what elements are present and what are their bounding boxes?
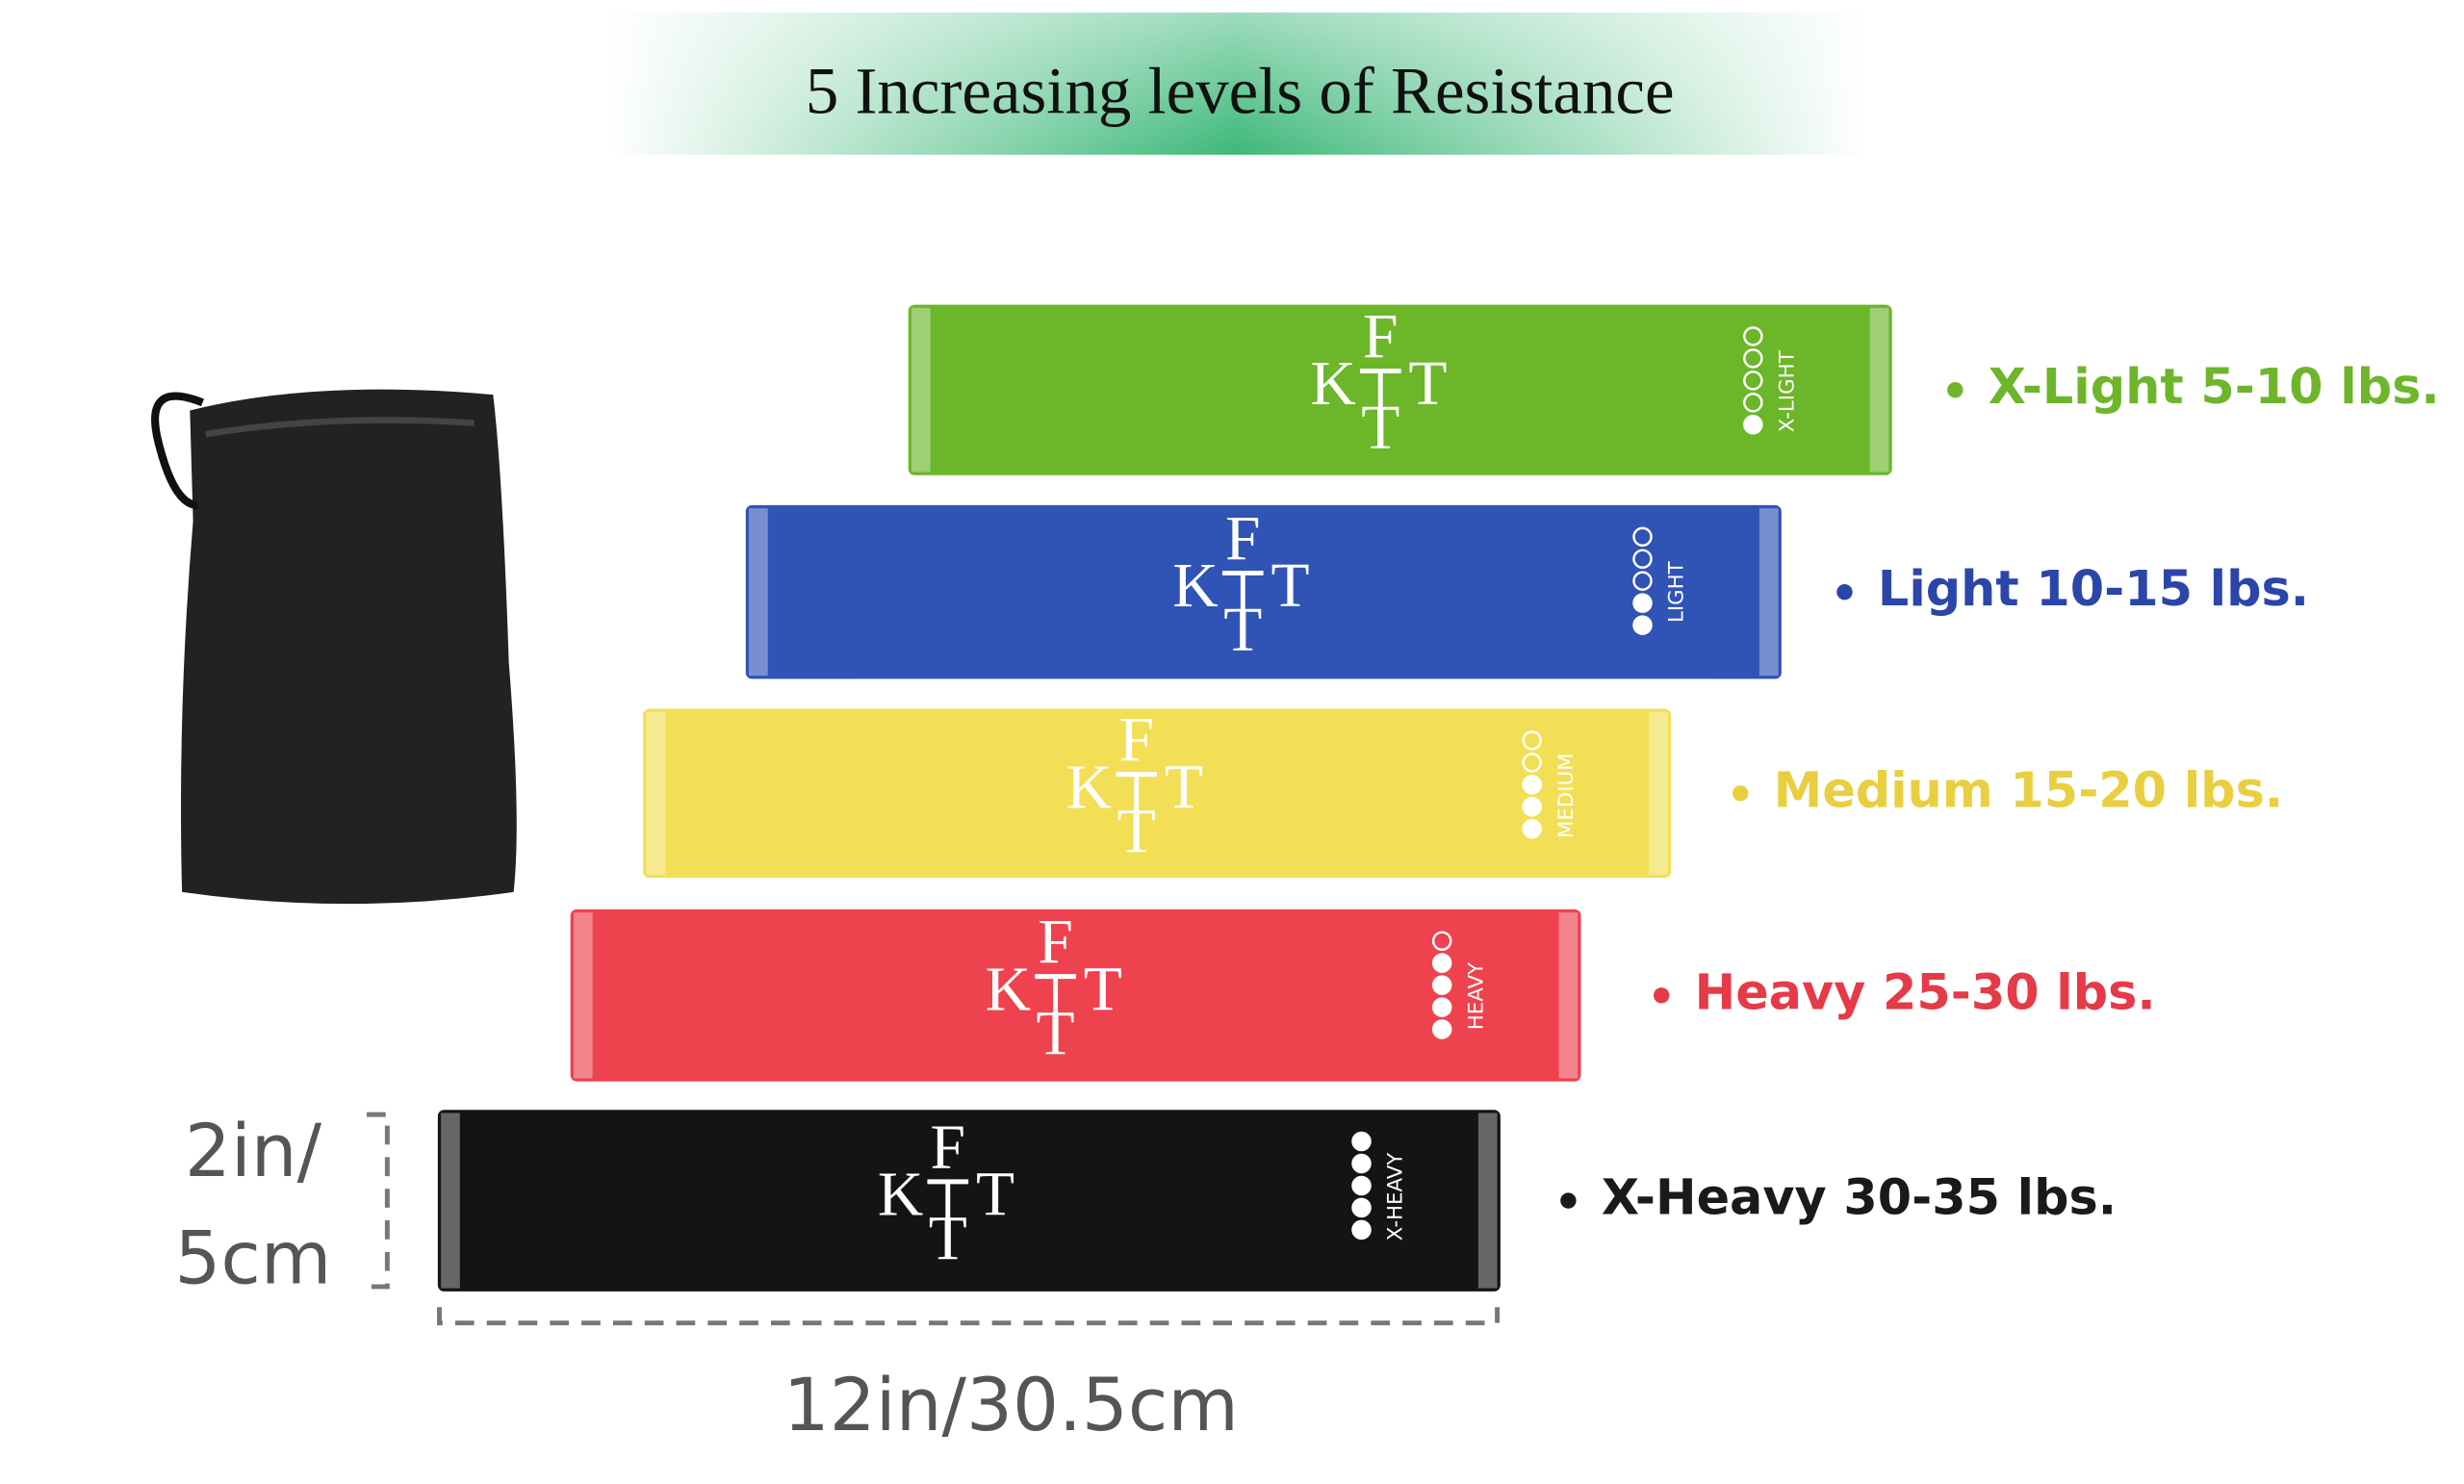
band-text: X-LIGHT bbox=[1775, 349, 1799, 432]
label-bullet bbox=[1732, 785, 1749, 802]
level-dot-filled bbox=[1351, 1131, 1372, 1152]
height-label: 2in/ bbox=[185, 1109, 322, 1193]
band-body bbox=[437, 1110, 1501, 1292]
level-dot-filled bbox=[1522, 797, 1542, 817]
logo-letter: K bbox=[1066, 753, 1112, 822]
level-dot-filled bbox=[1743, 415, 1763, 435]
level-dot-filled bbox=[1522, 818, 1542, 839]
band-text: MEDIUM bbox=[1554, 754, 1578, 839]
level-dot-filled bbox=[1351, 1197, 1372, 1218]
level-dot-filled bbox=[1351, 1153, 1372, 1174]
logo-letter: K bbox=[986, 955, 1031, 1024]
logo-letter: T bbox=[976, 1161, 1014, 1230]
band-label: Light 10-15 lbs. bbox=[1878, 560, 2309, 617]
band: FK TT MEDIUM Medium 15-20 lbs. bbox=[643, 705, 2283, 879]
band-edge bbox=[1477, 1113, 1498, 1289]
logo-letter: T bbox=[1084, 955, 1122, 1024]
level-dot-filled bbox=[1632, 593, 1653, 613]
band-text: X-HEAVY bbox=[1384, 1152, 1408, 1241]
level-dot-empty bbox=[1632, 571, 1653, 591]
level-dot-empty bbox=[1522, 753, 1542, 773]
height-label: 5cm bbox=[174, 1216, 331, 1301]
level-dot-empty bbox=[1743, 326, 1763, 346]
logo-letter: T bbox=[1165, 753, 1203, 822]
title: 5 Increasing levels of Resistance bbox=[806, 55, 1675, 128]
pouch bbox=[151, 389, 517, 905]
width-label: 12in/30.5cm bbox=[783, 1363, 1239, 1447]
logo-letter: F bbox=[1363, 302, 1399, 371]
dimension-lines bbox=[367, 1112, 1501, 1326]
level-dot-filled bbox=[1431, 997, 1452, 1017]
band-edge bbox=[646, 711, 666, 875]
band-body bbox=[643, 708, 1672, 879]
band-body bbox=[908, 304, 1892, 475]
level-dot-empty bbox=[1431, 931, 1452, 951]
label-bullet bbox=[1836, 583, 1853, 601]
band-text: LIGHT bbox=[1665, 560, 1689, 623]
level-dot-filled bbox=[1632, 615, 1653, 635]
logo-letter: K bbox=[878, 1161, 923, 1230]
band-edge bbox=[1869, 307, 1889, 473]
band-edge bbox=[1558, 912, 1578, 1079]
label-bullet bbox=[1653, 987, 1670, 1004]
band-label: X-Light 5-10 lbs. bbox=[1989, 358, 2440, 415]
level-dot-filled bbox=[1431, 1019, 1452, 1039]
band-body bbox=[745, 504, 1782, 679]
band-body bbox=[570, 908, 1581, 1082]
band-label: X-Heavy 30-35 lbs. bbox=[1602, 1169, 2117, 1226]
logo-letter: K bbox=[1172, 551, 1218, 621]
level-dot-filled bbox=[1431, 953, 1452, 973]
logo-letter: F bbox=[1225, 504, 1260, 574]
logo-letter: F bbox=[1118, 705, 1153, 775]
band-label: Medium 15-20 lbs. bbox=[1774, 761, 2283, 818]
band-edge bbox=[911, 307, 931, 473]
logo-letter: F bbox=[931, 1113, 965, 1182]
band: FK TT X-LIGHT X-Light 5-10 lbs. bbox=[908, 302, 2440, 475]
band-edge bbox=[749, 508, 768, 677]
logo-letter: K bbox=[1310, 349, 1355, 419]
logo-letter: F bbox=[1038, 908, 1072, 977]
band: FK TT X-HEAVY X-Heavy 30-35 lbs. bbox=[437, 1110, 2117, 1292]
level-dot-filled bbox=[1522, 775, 1542, 795]
band-edge bbox=[573, 912, 593, 1079]
level-dot-empty bbox=[1632, 549, 1653, 569]
level-dot-filled bbox=[1351, 1219, 1372, 1241]
label-bullet bbox=[1947, 381, 1964, 398]
band-text: HEAVY bbox=[1464, 961, 1488, 1030]
level-dot-empty bbox=[1522, 730, 1542, 751]
label-bullet bbox=[1560, 1192, 1577, 1209]
band-edge bbox=[441, 1113, 460, 1289]
logo-letter: T bbox=[1270, 551, 1309, 621]
level-dot-empty bbox=[1632, 526, 1653, 547]
title-banner-shade bbox=[608, 13, 1864, 155]
band-edge bbox=[1758, 508, 1779, 677]
level-dot-filled bbox=[1431, 975, 1452, 995]
level-dot-empty bbox=[1743, 371, 1763, 391]
level-dot-filled bbox=[1351, 1175, 1372, 1196]
logo-letter: T bbox=[1408, 349, 1447, 419]
band-label: Heavy 25-30 lbs. bbox=[1695, 963, 2156, 1020]
level-dot-empty bbox=[1743, 393, 1763, 413]
level-dot-empty bbox=[1743, 348, 1763, 369]
band-edge bbox=[1649, 711, 1668, 875]
